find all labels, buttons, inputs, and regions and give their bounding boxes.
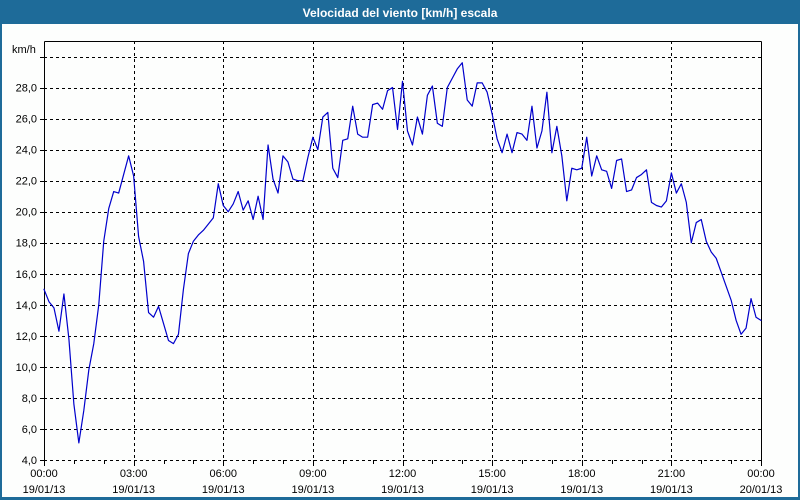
svg-text:22,0: 22,0 [16, 176, 37, 188]
window-title: Velocidad del viento [km/h] escala [302, 6, 498, 20]
y-axis-unit-label: km/h [12, 44, 36, 56]
svg-text:19/01/13: 19/01/13 [560, 484, 603, 496]
svg-text:21:00: 21:00 [658, 468, 686, 480]
svg-text:06:00: 06:00 [209, 468, 237, 480]
svg-text:19/01/13: 19/01/13 [650, 484, 693, 496]
wind-speed-chart: 4,0 6,0 8,0 10,0 12,0 14,0 16,0 18,0 20,0 22,0 24,… [12, 41, 783, 496]
svg-text:00:00: 00:00 [30, 468, 58, 480]
svg-text:09:00: 09:00 [299, 468, 327, 480]
svg-text:24,0: 24,0 [16, 145, 37, 157]
svg-text:19/01/13: 19/01/13 [471, 484, 514, 496]
wind-speed-series-line [43, 62, 762, 444]
svg-text:8,0: 8,0 [22, 393, 37, 405]
svg-text:20,0: 20,0 [16, 207, 37, 219]
svg-text:10,0: 10,0 [16, 362, 37, 374]
svg-text:19/01/13: 19/01/13 [23, 484, 66, 496]
svg-text:18:00: 18:00 [568, 468, 596, 480]
svg-text:6,0: 6,0 [22, 424, 37, 436]
svg-text:26,0: 26,0 [16, 114, 37, 126]
svg-text:03:00: 03:00 [120, 468, 148, 480]
svg-text:4,0: 4,0 [22, 455, 37, 467]
svg-text:14,0: 14,0 [16, 300, 37, 312]
svg-text:18,0: 18,0 [16, 238, 37, 250]
svg-text:19/01/13: 19/01/13 [202, 484, 245, 496]
svg-text:19/01/13: 19/01/13 [112, 484, 155, 496]
svg-text:12:00: 12:00 [389, 468, 417, 480]
svg-text:20/01/13: 20/01/13 [740, 484, 783, 496]
svg-text:00:00: 00:00 [747, 468, 775, 480]
svg-text:15:00: 15:00 [478, 468, 506, 480]
svg-text:28,0: 28,0 [16, 83, 37, 95]
svg-text:19/01/13: 19/01/13 [381, 484, 424, 496]
svg-text:19/01/13: 19/01/13 [291, 484, 334, 496]
chart-area: 4,0 6,0 8,0 10,0 12,0 14,0 16,0 18,0 20,0 22,0 24,… [2, 24, 798, 497]
svg-text:12,0: 12,0 [16, 331, 37, 343]
svg-text:16,0: 16,0 [16, 269, 37, 281]
title-bar: Velocidad del viento [km/h] escala [2, 2, 798, 24]
